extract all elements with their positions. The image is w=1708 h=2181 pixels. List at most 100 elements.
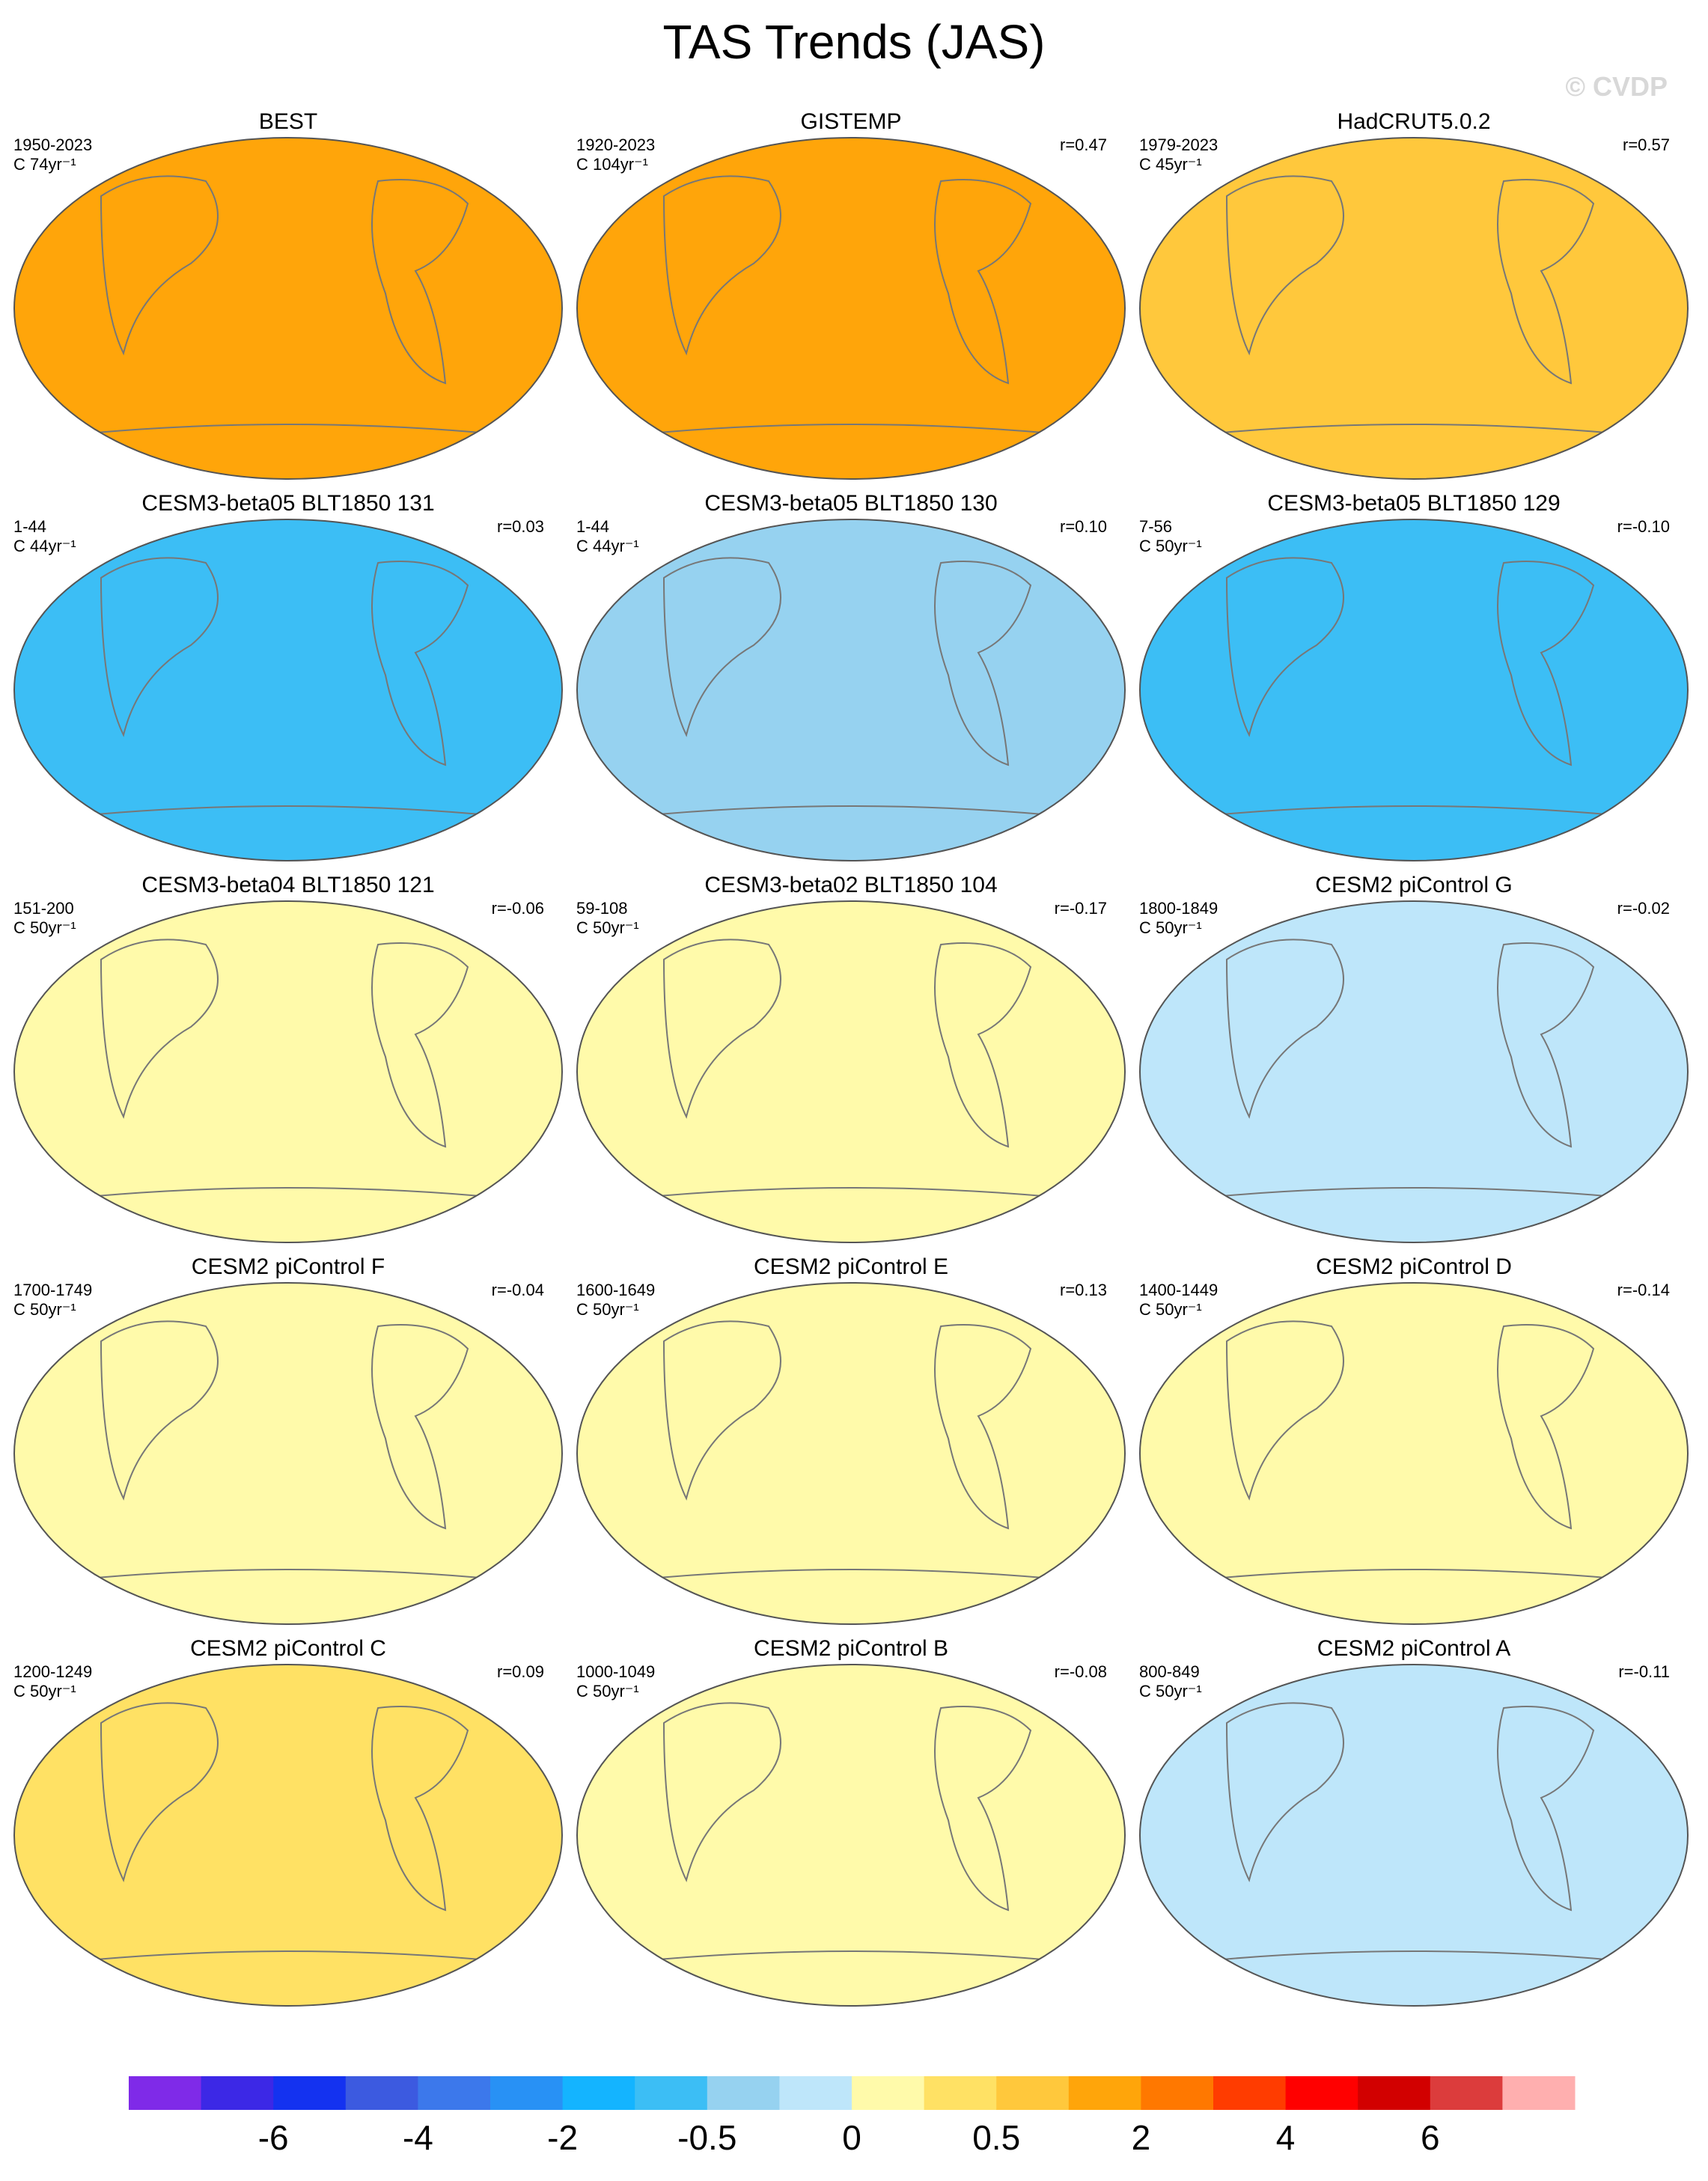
continent-outline: [371, 942, 469, 1148]
period-label: 1700-1749: [13, 1281, 92, 1299]
continent-outline: [626, 1950, 1076, 1963]
continent-outline: [626, 1187, 1076, 1200]
land-outlines: [626, 1702, 1076, 1963]
continent-outline: [63, 1187, 513, 1200]
map-border: [13, 900, 563, 1243]
panel-title: CESM3-beta05 BLT1850 131: [141, 491, 434, 516]
colorbar-box: [201, 2076, 274, 2110]
land-outlines: [63, 1320, 513, 1581]
correlation-label: r=-0.08: [1055, 1662, 1107, 1681]
period-label: 1920-2023: [576, 135, 655, 154]
units-label: C 74yr⁻¹: [13, 155, 76, 174]
map-border: [576, 1664, 1126, 2007]
colorbar-label: -4: [403, 2118, 433, 2157]
units-label: C 50yr⁻¹: [576, 918, 639, 937]
period-label: 1-44: [13, 517, 46, 536]
units-label: C 50yr⁻¹: [1139, 1300, 1202, 1319]
colorbar-box: [1068, 2076, 1141, 2110]
continent-outline: [100, 175, 219, 356]
map-border: [1139, 1282, 1689, 1625]
map-field: [1140, 519, 1688, 861]
map-field: [14, 1283, 562, 1624]
land-outlines: [63, 939, 513, 1200]
correlation-label: r=-0.17: [1055, 899, 1107, 918]
colorbar-label: -2: [547, 2118, 578, 2157]
continent-outline: [1225, 1702, 1344, 1882]
panel-title: GISTEMP: [800, 109, 901, 134]
land-outlines: [1189, 1320, 1639, 1581]
map-border: [576, 900, 1126, 1243]
panel-title: CESM3-beta05 BLT1850 129: [1267, 491, 1560, 516]
correlation-label: r=-0.11: [1618, 1662, 1670, 1681]
continent-outline: [1189, 1569, 1639, 1581]
land-outlines: [63, 1702, 513, 1963]
continent-outline: [1225, 1320, 1344, 1501]
continent-outline: [1189, 1187, 1639, 1200]
map-border: [576, 137, 1126, 480]
map-border: [1139, 519, 1689, 861]
map-field: [577, 901, 1125, 1242]
colorbar-box: [924, 2076, 997, 2110]
colorbar-box: [490, 2076, 564, 2110]
period-label: 7-56: [1139, 517, 1172, 536]
continent-outline: [934, 1706, 1032, 1912]
continent-outline: [662, 1320, 781, 1501]
colorbar-label: 4: [1276, 2118, 1296, 2157]
land-outlines: [63, 175, 513, 436]
colorbar-box: [1285, 2076, 1358, 2110]
map-border: [13, 1282, 563, 1625]
correlation-label: r=-0.10: [1617, 517, 1670, 536]
correlation-label: r=-0.02: [1617, 899, 1670, 918]
colorbar-label: 0: [842, 2118, 861, 2157]
period-label: 1979-2023: [1139, 135, 1218, 154]
continent-outline: [626, 424, 1076, 436]
continent-outline: [934, 179, 1032, 385]
map-field: [14, 901, 562, 1242]
continent-outline: [934, 1324, 1032, 1530]
continent-outline: [662, 1702, 781, 1882]
map-panel: CESM3-beta05 BLT1850 131 1-44C 44yr⁻¹ r=0.…: [13, 491, 563, 861]
land-outlines: [1189, 939, 1639, 1200]
continent-outline: [1189, 424, 1639, 436]
colorbar-box: [779, 2076, 853, 2110]
map-border: [13, 519, 563, 861]
continent-outline: [934, 561, 1032, 766]
panel-title: BEST: [259, 109, 317, 134]
colorbar-box: [129, 2076, 202, 2110]
correlation-label: r=0.09: [497, 1662, 544, 1681]
figure-title: TAS Trends (JAS): [663, 15, 1046, 69]
map-field: [1140, 138, 1688, 479]
panel-title: CESM2 piControl D: [1316, 1254, 1512, 1279]
period-label: 1200-1249: [13, 1662, 92, 1681]
continent-outline: [100, 939, 219, 1119]
map-field: [577, 519, 1125, 861]
correlation-label: r=0.10: [1060, 517, 1107, 536]
correlation-label: r=0.03: [497, 517, 544, 536]
map-border: [576, 1282, 1126, 1625]
map-border: [1139, 900, 1689, 1243]
correlation-label: r=0.57: [1623, 135, 1670, 154]
colorbar-box: [562, 2076, 635, 2110]
units-label: C 50yr⁻¹: [13, 918, 76, 937]
period-label: 59-108: [576, 899, 628, 918]
colorbar-box: [345, 2076, 418, 2110]
units-label: C 50yr⁻¹: [13, 1300, 76, 1319]
continent-outline: [934, 942, 1032, 1148]
units-label: C 50yr⁻¹: [576, 1682, 639, 1700]
colorbar-box: [1430, 2076, 1503, 2110]
colorbar-box: [852, 2076, 925, 2110]
panel-title: CESM2 piControl G: [1315, 873, 1512, 897]
units-label: C 104yr⁻¹: [576, 155, 648, 174]
panel-title: CESM2 piControl F: [192, 1254, 385, 1279]
continent-outline: [1497, 561, 1595, 766]
panel-title: CESM3-beta02 BLT1850 104: [704, 873, 997, 897]
colorbar-label: 2: [1132, 2118, 1151, 2157]
colorbar-label: 6: [1421, 2118, 1440, 2157]
continent-outline: [100, 1702, 219, 1882]
panel-title: HadCRUT5.0.2: [1337, 109, 1490, 134]
